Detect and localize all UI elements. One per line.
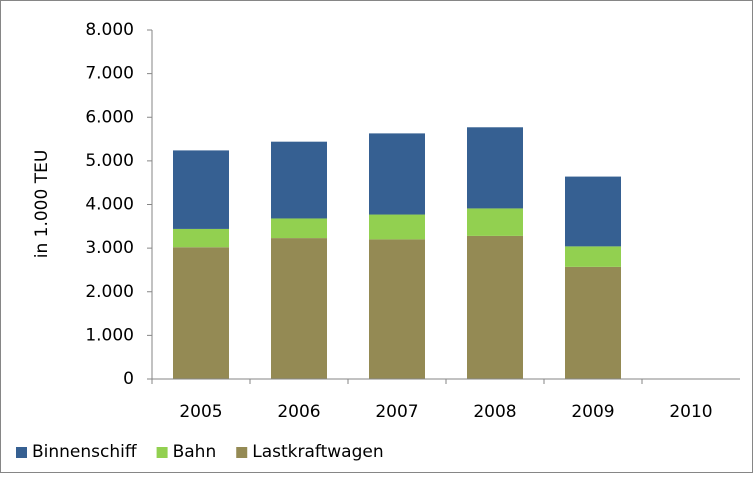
legend-label: Bahn	[173, 442, 217, 462]
legend-label: Binnenschiff	[32, 442, 138, 462]
bar-segment	[565, 176, 621, 247]
bar-segment	[173, 150, 229, 229]
bar-segment	[173, 228, 229, 248]
y-tick-label: 2.000	[85, 282, 134, 302]
y-tick-label: 3.000	[85, 238, 134, 258]
bar-segment	[271, 141, 327, 219]
bar-segment	[467, 208, 523, 236]
legend-swatch	[156, 447, 168, 458]
y-tick-label: 0	[123, 369, 134, 389]
y-tick-label: 8.000	[85, 20, 134, 40]
bar-segment	[271, 238, 327, 379]
bar-segment	[173, 247, 229, 379]
y-axis-label: in 1.000 TEU	[32, 150, 52, 259]
y-tick-label: 6.000	[85, 107, 134, 127]
bar-segment	[467, 235, 523, 379]
bar-segment	[369, 239, 425, 379]
x-tick-label: 2006	[277, 402, 320, 422]
bar-segment	[467, 127, 523, 209]
bar-segment	[565, 246, 621, 267]
bar-segment	[369, 214, 425, 240]
bar-segment	[369, 133, 425, 215]
x-tick-label: 2009	[571, 402, 614, 422]
bar-segment	[565, 266, 621, 379]
bar-segment	[271, 218, 327, 239]
y-tick-label: 1.000	[85, 325, 134, 345]
x-tick-label: 2008	[473, 402, 516, 422]
y-tick-label: 5.000	[85, 151, 134, 171]
x-tick-label: 2007	[375, 402, 418, 422]
y-tick-label: 4.000	[85, 195, 134, 215]
legend-swatch	[16, 447, 27, 458]
y-tick-label: 7.000	[85, 64, 134, 84]
legend-label: Lastkraftwagen	[252, 442, 383, 462]
x-tick-label: 2010	[669, 402, 712, 422]
legend-swatch	[236, 447, 248, 458]
x-tick-label: 2005	[179, 402, 222, 422]
